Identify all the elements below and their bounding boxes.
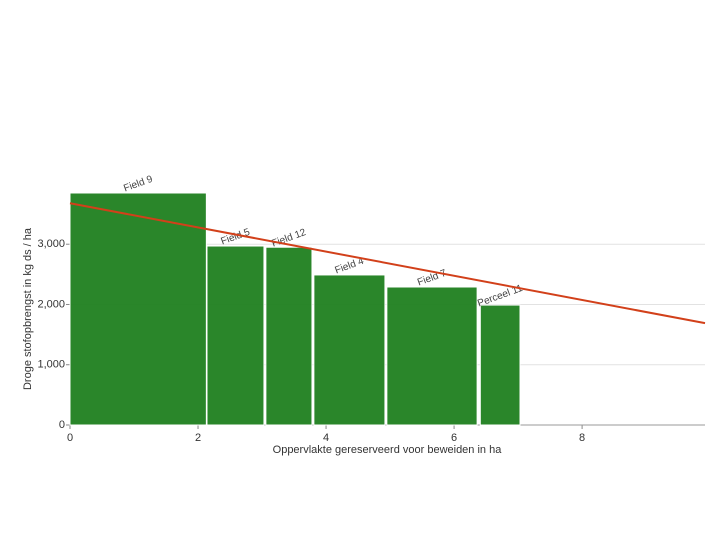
- x-tick-label: 2: [195, 432, 201, 444]
- bar: [69, 192, 207, 426]
- bar-label: Field 9: [122, 174, 154, 195]
- trend-line: [69, 202, 706, 325]
- x-tick-label: 0: [67, 432, 73, 444]
- bar: [313, 274, 386, 426]
- bar: [206, 245, 265, 426]
- x-tick-label: 6: [451, 432, 457, 444]
- x-tick-label: 8: [579, 432, 585, 444]
- y-tick-label: 2,000: [37, 298, 65, 310]
- bar: [479, 304, 521, 426]
- y-tick-label: 3,000: [37, 238, 65, 250]
- y-axis-label: Droge stofopbrengst in kg ds / ha: [22, 227, 34, 390]
- bar: [265, 246, 313, 426]
- y-tick-label: 0: [59, 419, 65, 431]
- x-axis-label: Oppervlakte gereserveerd voor beweiden i…: [273, 444, 503, 456]
- y-tick-label: 1,000: [37, 359, 65, 371]
- bar: [386, 286, 478, 426]
- x-tick-label: 4: [323, 432, 329, 444]
